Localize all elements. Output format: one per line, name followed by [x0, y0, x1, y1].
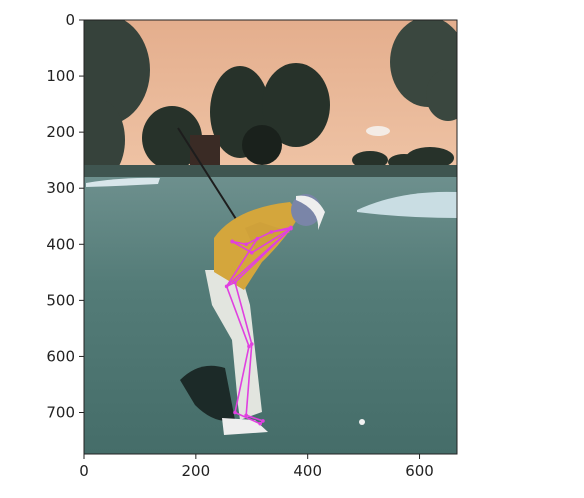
y-tick-label: 0: [65, 11, 75, 29]
golfer-shadow: [180, 365, 235, 421]
golf-ball: [359, 419, 365, 425]
keypoint-right-hip: [224, 284, 229, 289]
keypoint-right-knee: [247, 344, 251, 349]
skeleton-limb: [245, 344, 253, 416]
bunker-left: [86, 177, 160, 187]
skeleton-limb: [245, 414, 264, 422]
golf-club: [177, 127, 244, 231]
cloud: [366, 126, 390, 136]
y-tick-label: 300: [46, 179, 75, 197]
skeleton-limb: [234, 411, 261, 425]
skeleton-limb: [257, 231, 272, 240]
keypoint-left-wrist: [230, 239, 234, 244]
skeleton-limb: [251, 227, 292, 254]
y-tick-label: 200: [46, 123, 75, 141]
keypoint-left-hip: [233, 280, 237, 285]
right-tree: [390, 20, 457, 121]
skeleton-limb: [234, 228, 292, 283]
keypoint-right-shoulder: [255, 236, 260, 241]
left-tree: [84, 20, 150, 190]
keypoint-left-toe: [261, 419, 265, 423]
x-tick-label: 400: [293, 462, 322, 480]
keypoint-right-ankle: [233, 410, 237, 415]
bunker-right: [357, 191, 457, 218]
golfer-legs: [205, 270, 262, 420]
keypoint-left-elbow: [249, 250, 254, 255]
skeleton-limb: [231, 240, 253, 254]
x-tick-label: 600: [405, 462, 434, 480]
skeleton-limb: [234, 282, 253, 345]
golfer-visor: [296, 195, 325, 230]
treeline-band: [84, 165, 457, 177]
skeleton-limb: [225, 286, 250, 347]
plot-frame: [83, 19, 458, 455]
golf-photo: [84, 20, 457, 454]
pose-skeleton: [224, 225, 293, 426]
y-axis: 0 100 200 300 400 500 600 700: [46, 11, 84, 422]
keypoint-left-shoulder: [289, 226, 293, 231]
skeleton-limb: [225, 238, 259, 287]
skeleton-limb: [245, 237, 258, 246]
keypoint-left-knee: [249, 342, 254, 346]
golfer-arms: [245, 222, 290, 250]
background-trees: [142, 63, 454, 170]
y-tick-label: 700: [46, 404, 75, 422]
y-tick-label: 500: [46, 291, 75, 309]
y-tick-label: 600: [46, 347, 75, 365]
x-tick-label: 0: [79, 462, 89, 480]
shed: [190, 135, 220, 167]
golfer: [205, 194, 325, 435]
skeleton-limb: [234, 346, 250, 413]
x-axis: 0 200 400 600: [79, 454, 434, 480]
y-tick-label: 400: [46, 235, 75, 253]
y-tick-label: 100: [46, 67, 75, 85]
keypoint-right-toe: [258, 421, 262, 426]
x-tick-label: 200: [182, 462, 211, 480]
keypoint-left-ankle: [244, 413, 248, 418]
keypoint-neck: [269, 230, 274, 234]
keypoint-right-elbow: [244, 242, 248, 247]
skeleton-limb: [271, 227, 292, 233]
